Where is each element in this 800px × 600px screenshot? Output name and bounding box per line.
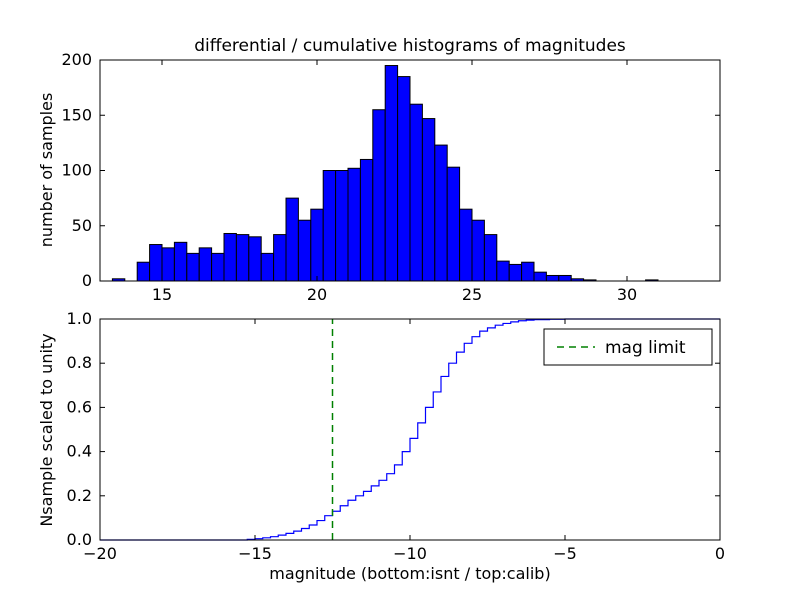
histogram-bar (446, 166, 461, 282)
histogram-bar (384, 65, 399, 282)
x-tick-label: 25 (462, 285, 482, 304)
y-tick-label: 1.0 (67, 309, 92, 328)
x-tick-label: 15 (152, 285, 172, 304)
x-tick-label: −5 (553, 544, 577, 563)
histogram-bar (545, 274, 560, 282)
histogram-bar (260, 252, 275, 282)
histogram-bar (235, 234, 250, 282)
histogram-bar (186, 252, 200, 282)
histogram-bar (310, 208, 324, 282)
histogram-bar (322, 170, 337, 282)
histogram-bar (409, 103, 423, 282)
y-tick-label: 200 (61, 50, 92, 69)
histogram-bar (161, 247, 175, 282)
y-tick-label: 0.6 (67, 397, 92, 416)
histogram-bar (434, 144, 448, 282)
y-tick-label: 0.4 (67, 442, 92, 461)
y-tick-label: 0.8 (67, 353, 92, 372)
y-tick-label: 0.2 (67, 486, 92, 505)
histogram-bar (397, 76, 411, 282)
x-tick-label: −15 (238, 544, 272, 563)
y-tick-label: 150 (61, 105, 92, 124)
histogram-bar (149, 244, 163, 282)
histogram-bar (347, 167, 361, 282)
x-tick-label: 30 (617, 285, 637, 304)
y-tick-label: 0.0 (67, 530, 92, 549)
histogram-bar (483, 234, 498, 282)
histogram-bar (173, 241, 188, 282)
top-y-axis-label: number of samples (37, 93, 56, 248)
top-histogram-plot: 15 20 25 30 0 50 100 150 200 (61, 50, 721, 304)
histogram-bar (508, 263, 523, 282)
histogram-bar (496, 260, 510, 282)
legend-label: mag limit (605, 338, 686, 358)
figure-title: differential / cumulative histograms of … (194, 36, 626, 56)
histogram-bar (136, 261, 151, 282)
histogram-bar (359, 158, 374, 282)
cumulative-step-line (100, 318, 720, 541)
bottom-cumulative-plot: −20 −15 −10 −5 0 0.0 0.2 0.4 0.6 0.8 1.0 mag limit (67, 309, 726, 563)
histogram-bar (372, 109, 386, 282)
histogram-bar (533, 271, 547, 282)
histogram-bar (248, 236, 262, 282)
histogram-bar (198, 247, 213, 282)
histogram-bar (211, 252, 225, 282)
x-tick-label: −10 (393, 544, 427, 563)
y-tick-label: 50 (72, 216, 92, 235)
histogram-bar (297, 219, 312, 282)
histogram-bar (558, 274, 572, 282)
histogram-bar (335, 170, 349, 282)
histogram-bar (223, 232, 237, 282)
histogram-bar (285, 197, 299, 282)
y-tick-label: 100 (61, 161, 92, 180)
histogram-bar (471, 219, 485, 282)
histogram-bar (459, 208, 473, 282)
x-tick-label: 0 (715, 544, 725, 563)
histogram-bar (273, 234, 287, 282)
y-tick-label: 0 (82, 271, 92, 290)
x-tick-label: −20 (83, 544, 117, 563)
bottom-y-axis-label: Nsample scaled to unity (37, 333, 56, 526)
histogram-bar (421, 118, 436, 282)
x-axis-label: magnitude (bottom:isnt / top:calib) (269, 564, 550, 583)
histogram-bar (521, 261, 535, 282)
x-tick-label: 20 (307, 285, 327, 304)
